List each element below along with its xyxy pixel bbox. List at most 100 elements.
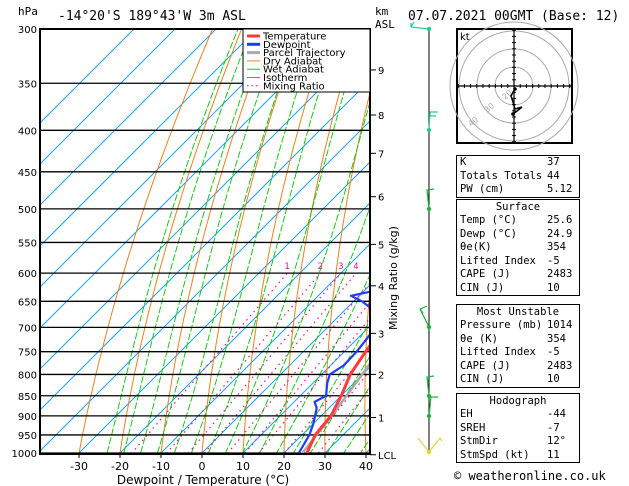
km-tick-label: 7 [378,149,384,160]
mixing-ratio-line [244,301,370,453]
pressure-tick-label: 800 [18,370,37,381]
km-tick-label: 1 [378,413,384,424]
mixing-ratio-line [227,282,370,453]
wind-barb-dot [426,206,432,212]
hodograph-trace [510,88,523,115]
legend-label: Wet Adiabat [263,65,324,76]
index-label: Totals Totals [460,169,543,182]
mixing-ratio-label: 10 [404,262,415,272]
index-value: 10 [547,281,560,294]
legend-label: Isotherm [263,73,307,84]
index-value: 12° [547,435,566,447]
pressure-tick-label: 300 [18,25,37,36]
temperature-profile [305,343,370,453]
index-label: θe (K) [460,332,498,345]
pressure-tick-label: 650 [18,297,37,308]
pressure-tick-label: 1000 [12,449,37,460]
surface-row: CAPE (J) 2483 [457,268,579,282]
km-tick-label: 5 [378,240,384,251]
height-unit-label-asl: ASL [375,18,395,31]
mixing-ratio-line [187,272,342,453]
wet-adiabat-line [224,29,364,453]
x-tick-label: 20 [277,460,291,473]
mixing-ratio-line [203,272,357,453]
x-tick-label: 0 [199,460,206,473]
mixing-ratio-label: 4 [353,262,358,272]
hodograph-point [513,87,517,91]
index-label: K [460,156,467,168]
wind-barb [417,436,443,453]
wet-adiabat-line [276,273,370,453]
index-label: Lifted Index [460,346,536,358]
height-unit-label-km: km [375,5,389,18]
location-title: -14°20'S 189°43'W 3m ASL [58,9,246,24]
most-unstable-row: CAPE (J) 2483 [457,360,579,374]
x-tick-label: 10 [236,460,250,473]
index-label: Lifted Index [460,254,536,267]
isotherm-line [119,202,370,453]
km-tick-label: 9 [378,66,384,77]
index-value: -5 [547,346,560,358]
isotherm-line [78,161,370,453]
x-tick-label: -30 [70,460,88,473]
most-unstable-row: θe (K) 354 [457,333,579,347]
dry-adiabat-line [201,29,301,453]
index-value: 37 [547,156,560,168]
index-label: StmDir [460,435,498,447]
plot-frame [39,28,371,455]
mixing-ratio-label: 6 [375,262,380,272]
pressure-tick-label: 350 [18,79,37,90]
index-value: -5 [547,254,560,267]
wind-barb [410,21,430,30]
wind-barb [426,188,435,210]
most-unstable-header: Most Unstable [476,306,560,318]
wet-adiabat-line [343,412,370,453]
x-tick-label: 30 [318,460,332,473]
dry-adiabat-line [78,29,214,453]
isotherm-line [41,29,217,205]
surface-row: Lifted Index -5 [457,255,579,269]
index-label: Dewp (°C) [460,227,517,240]
mixing-ratio-label: 2 [318,262,323,272]
wind-barb-dot [426,413,432,419]
most-unstable-table: Most Unstable Pressure (mb) 1014 θe (K) 35… [456,304,580,388]
wind-barb-dot [426,449,432,455]
legend-label: Parcel Trajectory [263,48,346,59]
index-label: SREH [460,421,486,434]
pressure-tick-label: 750 [18,348,37,359]
dry-adiabat-line [613,5,629,471]
wind-barb [426,375,435,397]
pressure-tick-label: 700 [18,323,37,334]
mixing-ratio-line [283,347,370,453]
wet-adiabat-line [173,29,300,453]
isotherm-line [41,29,258,246]
legend-label: Dry Adiabat [263,56,322,67]
hodograph-row: EH -44 [457,408,579,422]
x-tick-label: -10 [152,460,170,473]
index-value: 354 [547,332,566,345]
index-value: 24.9 [547,227,573,240]
mixing-ratio-label: 3 [338,262,343,272]
legend-label: Mixing Ratio [263,81,325,92]
index-label: Temp (°C) [460,214,517,226]
x-tick-label: 40 [359,460,373,473]
index-value: 11 [547,448,560,461]
surface-row: CIN (J) 10 [457,282,579,296]
index-row-totals: Totals Totals 44 [457,170,579,184]
wet-adiabat-line [259,205,370,453]
wet-adiabat-line [326,385,370,453]
datetime-title: 07.07.2021 00GMT (Base: 12) [408,9,620,24]
wind-barb [419,305,430,328]
index-label: CAPE (J) [460,359,511,372]
wet-adiabat-line [207,29,340,453]
general-indices-table: K 37 Totals Totals 44 PW (cm) 5.12 [456,155,580,198]
index-label: θe(K) [460,241,492,253]
dewpoint-profile [297,290,370,453]
wet-adiabat-line [140,29,267,453]
most-unstable-row: Lifted Index -5 [457,346,579,360]
index-value: -44 [547,408,566,420]
index-label: CIN (J) [460,373,505,385]
surface-table: Surface Temp (°C) 25.6 Dewp (°C) 24.9 θe(K… [456,199,580,296]
pressure-tick-label: 950 [18,431,37,442]
